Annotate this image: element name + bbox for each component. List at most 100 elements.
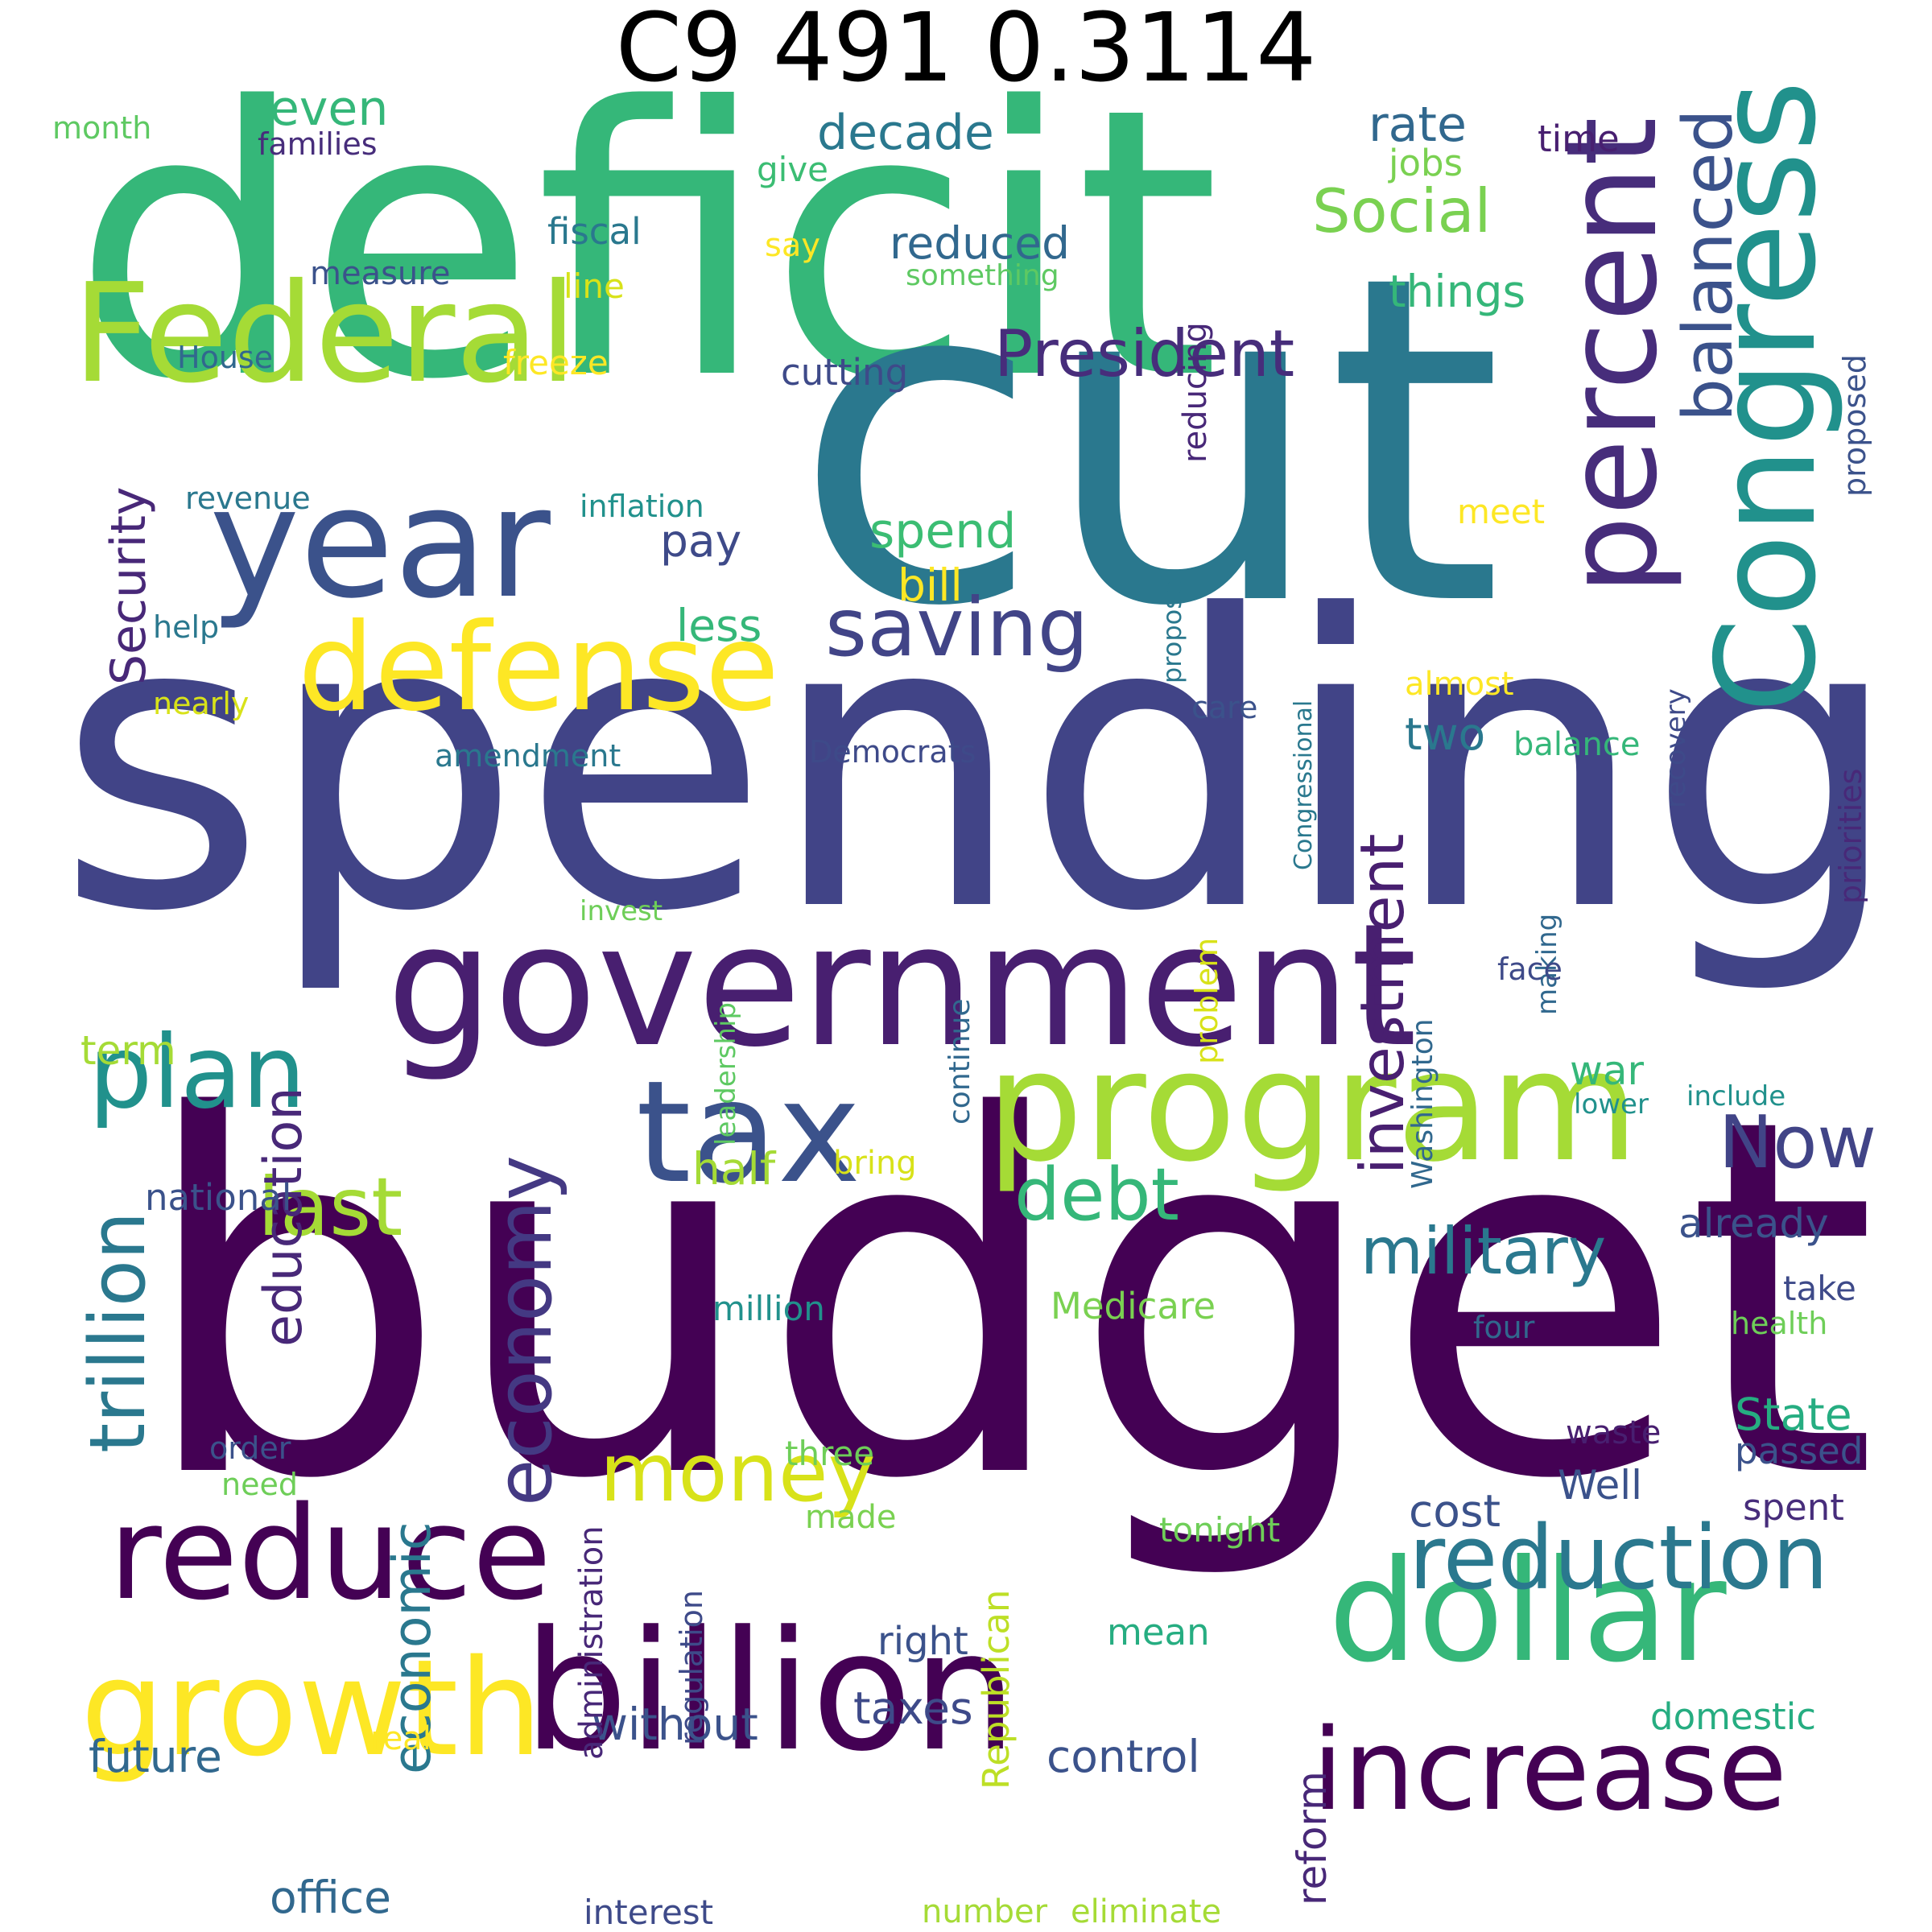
word-jobs: jobs (1389, 142, 1463, 184)
word-future: future (89, 1731, 222, 1782)
word-waste: waste (1566, 1414, 1662, 1451)
word-democrats: Democrats (809, 734, 976, 770)
word-number: number (922, 1893, 1048, 1930)
word-social: Social (1312, 175, 1492, 246)
word-families: families (258, 126, 378, 162)
word-health: health (1731, 1306, 1828, 1341)
word-percent: percent (1539, 117, 1685, 595)
word-balance: balance (1513, 726, 1641, 763)
word-face: face (1497, 952, 1563, 987)
word-domestic: domestic (1650, 1695, 1816, 1738)
word-inflation: inflation (580, 489, 704, 524)
word-nearly: nearly (153, 686, 250, 721)
word-something: something (906, 259, 1059, 292)
word-even: even (270, 80, 389, 137)
word-reduction: reduction (1409, 1506, 1829, 1609)
word-investment: investment (1347, 833, 1418, 1174)
word-control: control (1046, 1731, 1200, 1782)
word-reduced: reduced (890, 217, 1071, 269)
word-measure: measure (310, 255, 451, 292)
word-line: line (564, 266, 625, 306)
word-spending: spending (56, 530, 1902, 999)
word-lower: lower (1574, 1088, 1649, 1121)
word-almost: almost (1405, 666, 1514, 703)
word-fiscal: fiscal (547, 210, 642, 253)
word-half: half (692, 1143, 776, 1195)
word-order: order (209, 1430, 291, 1466)
word-military: military (1360, 1214, 1607, 1289)
word-economy: economy (481, 1155, 569, 1506)
word-well: Well (1558, 1462, 1643, 1509)
word-reduce: reduce (109, 1478, 552, 1629)
word-less: less (676, 600, 762, 651)
word-include: include (1686, 1080, 1786, 1113)
word-spent: spent (1743, 1486, 1844, 1529)
word-give: give (757, 150, 829, 189)
page-title: C9 491 0.3114 (615, 0, 1317, 103)
word-made: made (805, 1499, 897, 1536)
word-taxes: taxes (853, 1682, 973, 1734)
word-right: right (877, 1619, 968, 1664)
word-propose: propose (1157, 580, 1187, 683)
word-deficit: deficit (72, 30, 1220, 460)
word-continue: continue (943, 998, 976, 1125)
word-three: three (785, 1434, 875, 1473)
word-debt: debt (1014, 1153, 1179, 1237)
word-program: program (986, 1018, 1640, 1195)
word-cut: cut (793, 180, 1504, 705)
word-say: say (765, 227, 821, 264)
word-help: help (153, 609, 220, 645)
word-office: office (270, 1872, 391, 1923)
word-cutting: cutting (781, 351, 909, 394)
word-security: Security (101, 486, 157, 685)
word-proposed: proposed (1837, 354, 1872, 497)
word-year: year (209, 454, 551, 632)
word-freeze: freeze (503, 343, 609, 382)
word-priorities: priorities (1833, 768, 1868, 904)
word-billion: billion (523, 1596, 1018, 1788)
word-four: four (1473, 1310, 1535, 1345)
word-bring: bring (833, 1145, 917, 1182)
word-washington: Washington (1406, 1018, 1439, 1189)
word-time: time (1538, 118, 1620, 160)
word-president: President (994, 316, 1295, 391)
word-interest: interest (584, 1893, 714, 1932)
word-federal: Federal (72, 254, 577, 414)
word-term: term (80, 1027, 176, 1074)
word-take: take (1783, 1269, 1856, 1308)
word-plan: plan (89, 1014, 306, 1131)
word-house: House (177, 340, 274, 375)
word-already: already (1678, 1200, 1829, 1247)
word-problem: problem (1189, 937, 1224, 1064)
word-cost: cost (1409, 1485, 1501, 1537)
word-month: month (52, 110, 152, 146)
word-money: money (600, 1426, 876, 1520)
word-two: two (1405, 708, 1486, 760)
word-amendment: amendment (435, 738, 621, 774)
word-tonight: tonight (1159, 1510, 1281, 1550)
word-now: Now (1719, 1100, 1876, 1185)
word-meet: meet (1457, 492, 1546, 531)
word-congressional: Congressional (1290, 700, 1318, 870)
word-million: million (712, 1289, 825, 1328)
word-government: government (386, 887, 1418, 1084)
word-national: national (145, 1176, 292, 1219)
word-regulation: regulation (674, 1589, 709, 1745)
word-reducing: reducing (1177, 322, 1214, 463)
word-budget: budget (137, 1014, 1878, 1586)
word-pay: pay (660, 515, 742, 567)
word-administration: administration (573, 1525, 610, 1760)
word-balanced: balanced (1669, 109, 1748, 422)
word-war: war (1570, 1047, 1645, 1094)
word-mean: mean (1107, 1611, 1210, 1653)
word-saving: saving (825, 580, 1089, 675)
word-increase: increase (1312, 1705, 1788, 1836)
word-growth: growth (80, 1631, 543, 1785)
word-bill: bill (898, 559, 963, 611)
word-leadership: leadership (710, 1002, 742, 1146)
word-eliminate: eliminate (1071, 1893, 1222, 1930)
word-rate: rate (1368, 97, 1467, 153)
word-invest: invest (580, 895, 663, 927)
word-recovery: recovery (1660, 688, 1692, 808)
